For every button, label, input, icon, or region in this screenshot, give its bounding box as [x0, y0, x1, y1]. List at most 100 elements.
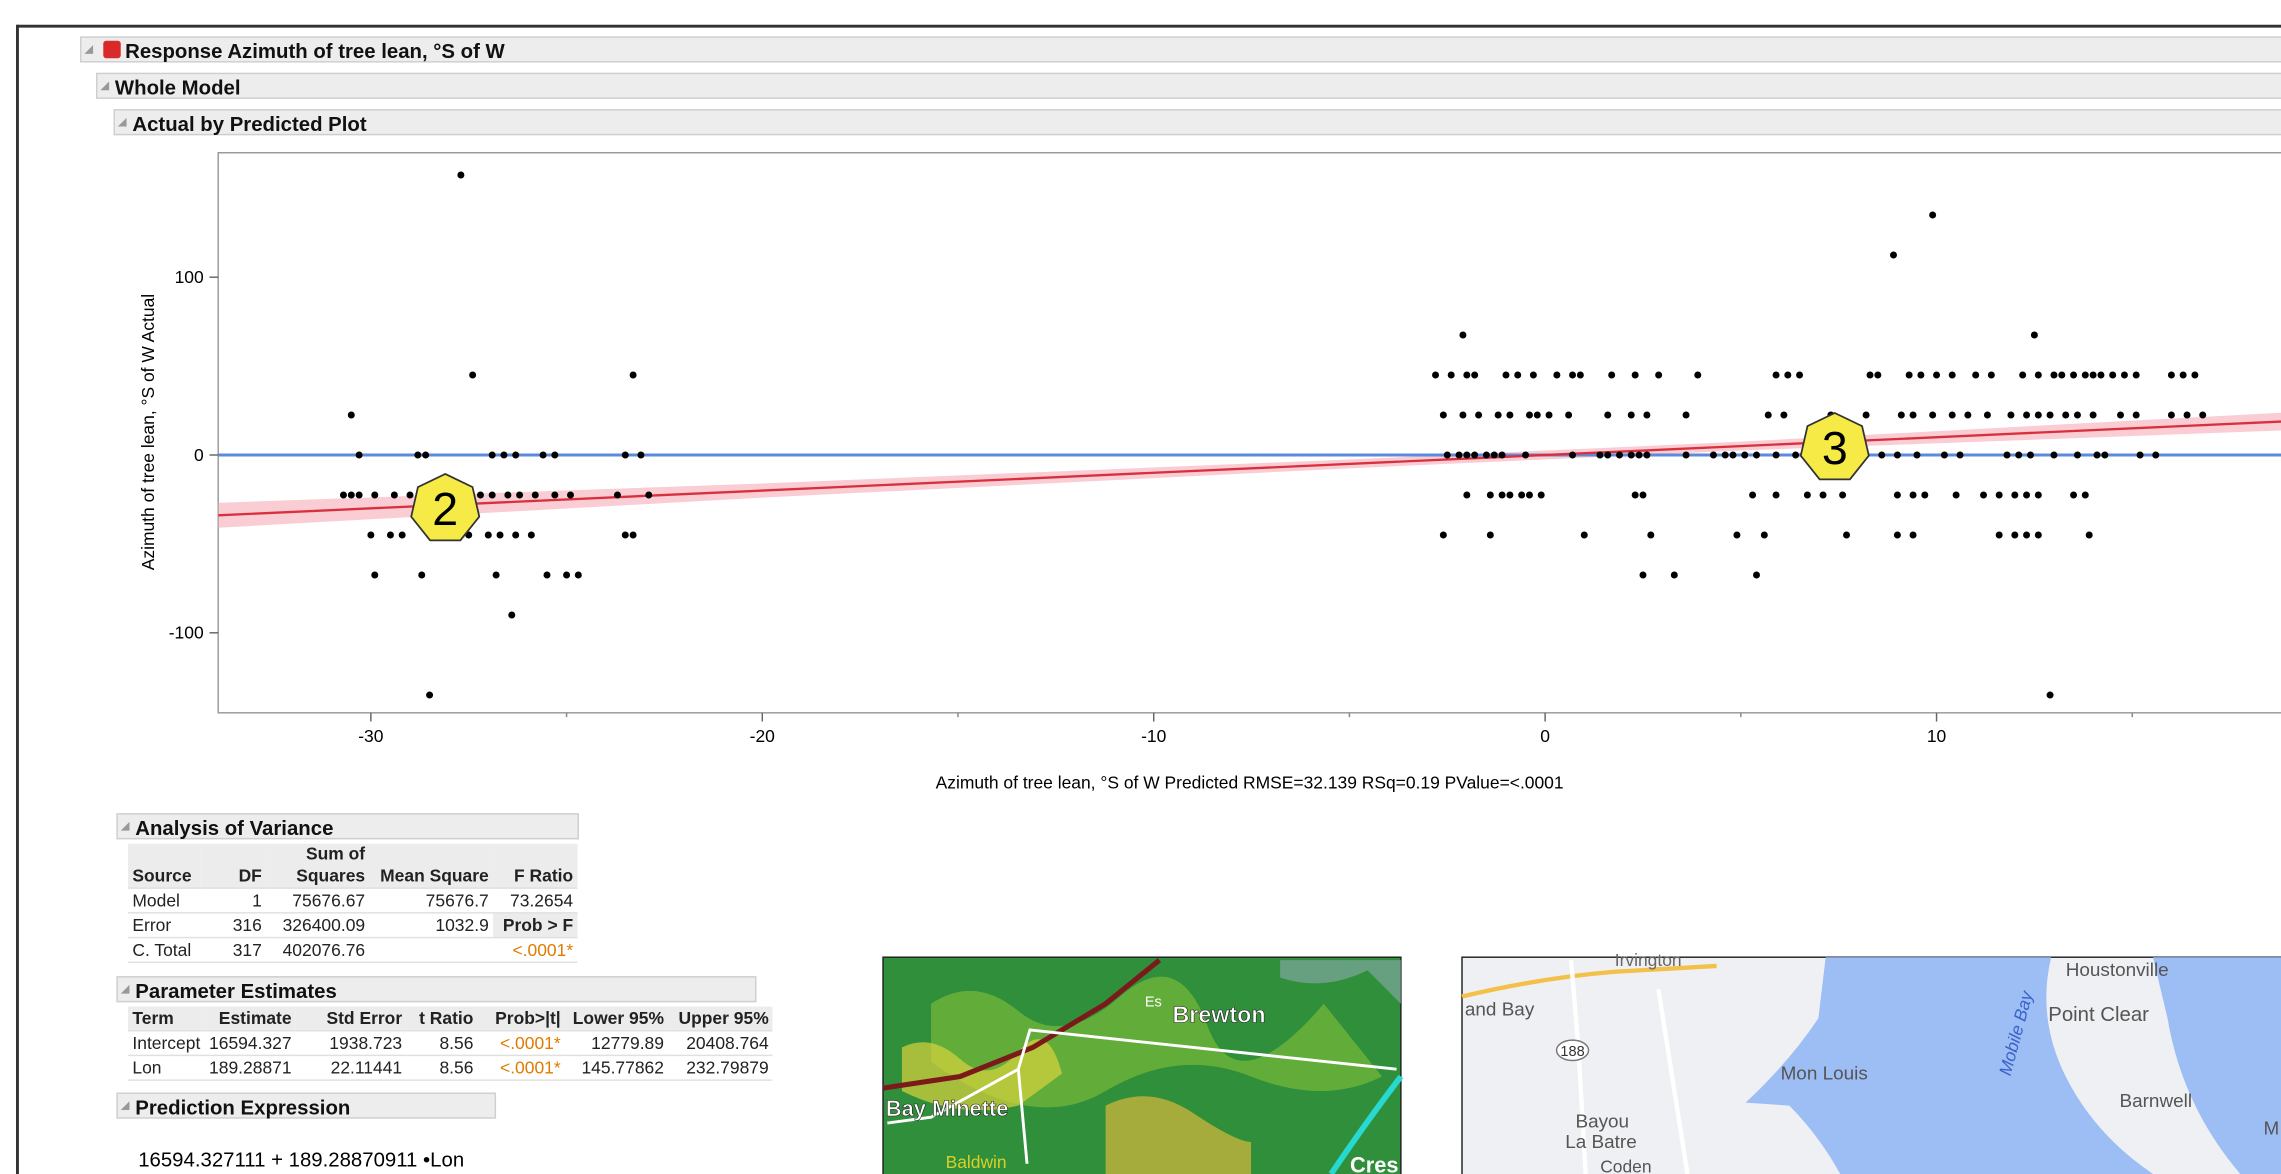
point — [2034, 491, 2042, 499]
point — [516, 491, 524, 499]
point — [2097, 371, 2105, 379]
point — [1909, 491, 1917, 499]
point — [1921, 491, 1929, 499]
point — [2085, 531, 2093, 539]
point — [2050, 451, 2058, 459]
point — [1545, 411, 1553, 419]
point — [1893, 531, 1901, 539]
point — [1897, 411, 1905, 419]
params-header[interactable]: Parameter Estimates — [116, 976, 757, 1003]
column-header: Mean Square — [369, 843, 494, 889]
point — [484, 531, 492, 539]
road-map — [1461, 956, 2281, 1174]
map-label: Baldwin — [946, 1152, 1007, 1172]
point — [1639, 571, 1647, 579]
point — [406, 491, 414, 499]
point — [1498, 451, 1506, 459]
column-header: Term — [128, 1006, 205, 1032]
point — [621, 531, 629, 539]
map-label: Bayou — [1575, 1111, 1629, 1132]
point — [355, 451, 363, 459]
table-cell: 232.79879 — [668, 1055, 774, 1081]
point — [2089, 371, 2097, 379]
point — [1627, 411, 1635, 419]
table-cell: Intercept — [128, 1030, 205, 1057]
point — [551, 451, 559, 459]
y-axis-label: Azimuth of tree lean, °S of W Actual — [138, 294, 158, 570]
map-label: Coden — [1600, 1157, 1651, 1174]
table-cell: 8.56 — [406, 1055, 478, 1081]
table-row: Error 316 326400.09 1032.9 Prob > F — [128, 912, 578, 939]
point — [1498, 491, 1506, 499]
point — [1682, 411, 1690, 419]
point — [1940, 451, 1948, 459]
point — [574, 571, 582, 579]
point — [637, 451, 645, 459]
table-cell: <.0001* — [493, 937, 578, 964]
point — [2034, 371, 2042, 379]
anova-header[interactable]: Analysis of Variance — [116, 813, 579, 840]
point — [508, 611, 516, 619]
plot-header[interactable]: Actual by Predicted Plot — [113, 109, 2281, 136]
frame-left — [16, 24, 19, 1174]
point — [2070, 371, 2078, 379]
point — [488, 451, 496, 459]
column-header: DF — [200, 843, 267, 889]
point — [1533, 411, 1541, 419]
y-tick-label: 0 — [194, 445, 204, 465]
point — [1839, 491, 1847, 499]
column-header: Lower 95% — [565, 1006, 669, 1032]
point — [629, 371, 637, 379]
point — [1580, 531, 1588, 539]
point — [347, 411, 355, 419]
point — [629, 531, 637, 539]
map-label: Barnwell — [2120, 1091, 2193, 1112]
header-row: Source DF Sum of Squares Mean Square F Ratio — [128, 843, 578, 889]
whole-model-header[interactable]: Whole Model — [96, 72, 2281, 99]
point — [1753, 451, 1760, 459]
point — [390, 491, 398, 499]
point — [645, 491, 653, 499]
point — [1463, 451, 1471, 459]
point — [2046, 691, 2054, 699]
response-header[interactable]: Response Azimuth of tree lean, °S of W — [80, 36, 2281, 63]
x-tick-label: 0 — [1540, 726, 1550, 746]
point — [1537, 491, 1545, 499]
table-cell: 1938.723 — [295, 1030, 407, 1057]
point — [1502, 371, 1510, 379]
point — [1596, 451, 1604, 459]
red-menu-button[interactable] — [103, 40, 121, 59]
point — [1463, 491, 1471, 499]
point — [1796, 371, 1804, 379]
point — [551, 491, 559, 499]
point — [543, 571, 551, 579]
point — [1486, 491, 1494, 499]
table-cell: 145.77862 — [565, 1055, 669, 1081]
prediction-header[interactable]: Prediction Expression — [116, 1092, 497, 1119]
point — [1741, 451, 1749, 459]
point — [1514, 371, 1522, 379]
point — [1529, 371, 1537, 379]
point — [512, 531, 520, 539]
point — [1459, 331, 1467, 339]
anova-table: Source DF Sum of Squares Mean Square F Ratio… — [128, 843, 578, 964]
point — [1964, 411, 1972, 419]
point — [1635, 451, 1643, 459]
table-cell: 22.11441 — [295, 1055, 407, 1081]
table-cell: Error — [128, 912, 201, 939]
point — [2081, 491, 2089, 499]
point — [2199, 411, 2207, 419]
point — [2023, 531, 2031, 539]
point — [1482, 451, 1490, 459]
point — [1772, 491, 1780, 499]
point — [1432, 371, 1440, 379]
point — [2062, 411, 2070, 419]
point — [1784, 371, 1792, 379]
point — [1764, 411, 1772, 419]
map-label: Irvington — [1615, 950, 1682, 970]
point — [1471, 371, 1479, 379]
point — [1627, 451, 1635, 459]
fit-line — [218, 420, 2281, 517]
point — [1455, 451, 1463, 459]
point — [1729, 451, 1737, 459]
